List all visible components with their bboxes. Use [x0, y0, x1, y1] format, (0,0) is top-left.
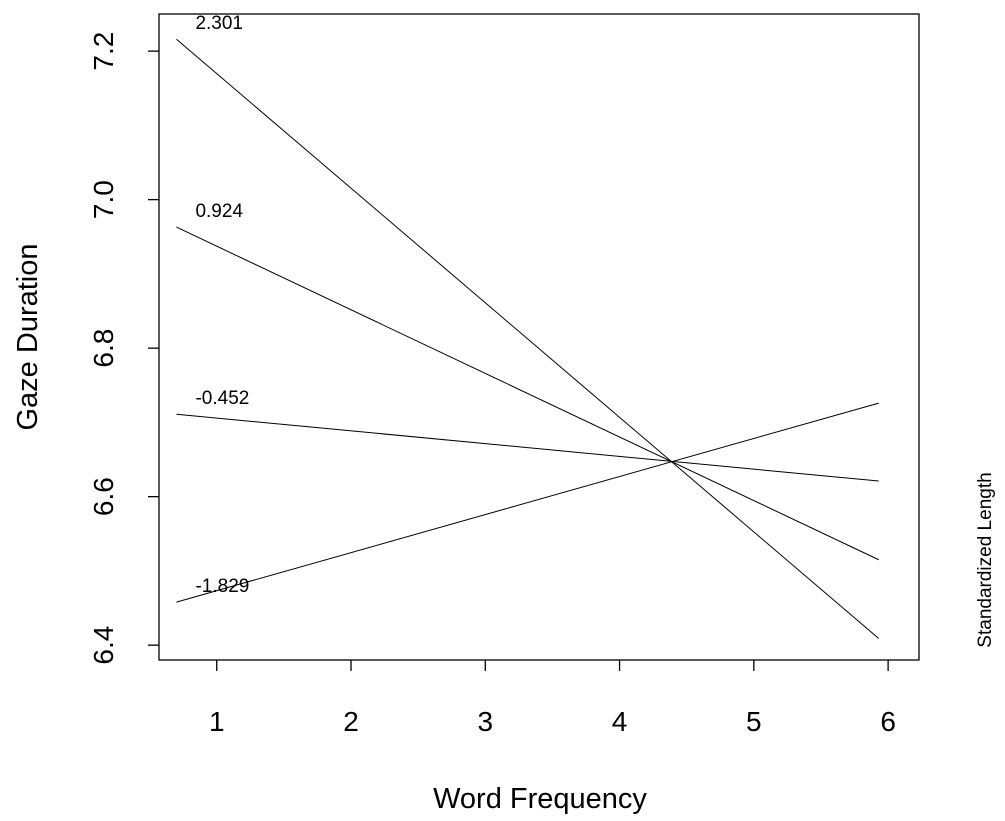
x-tick-label: 3 — [478, 706, 494, 737]
series-line — [176, 226, 879, 561]
y-tick-label: 6.8 — [88, 329, 119, 368]
series-label: -1.829 — [195, 576, 249, 597]
legend-title: Standardized Length — [975, 472, 996, 647]
plot-frame — [158, 13, 920, 661]
x-tick-label: 6 — [880, 706, 896, 737]
series-line — [176, 402, 879, 603]
y-tick-label: 7.0 — [88, 180, 119, 219]
series-label: 0.924 — [195, 201, 243, 222]
y-axis: 6.4 6.6 6.8 7.0 7.2 — [88, 32, 159, 665]
series-lines — [176, 38, 880, 639]
x-tick-label: 4 — [612, 706, 628, 737]
x-tick-label: 5 — [746, 706, 762, 737]
y-tick-label: 6.4 — [88, 626, 119, 665]
series-labels: 2.301 0.924 -0.452 -1.829 — [195, 13, 249, 597]
x-tick-label: 1 — [209, 706, 225, 737]
y-tick-label: 7.2 — [88, 32, 119, 71]
series-line — [176, 413, 879, 482]
x-axis: 1 2 3 4 5 6 — [209, 660, 896, 737]
y-axis-title: Gaze Duration — [12, 244, 44, 431]
x-axis-title: Word Frequency — [433, 783, 647, 815]
x-tick-label: 2 — [343, 706, 359, 737]
series-line — [176, 38, 880, 639]
series-label: 2.301 — [195, 13, 243, 34]
y-tick-label: 6.6 — [88, 477, 119, 516]
series-label: -0.452 — [195, 388, 249, 409]
